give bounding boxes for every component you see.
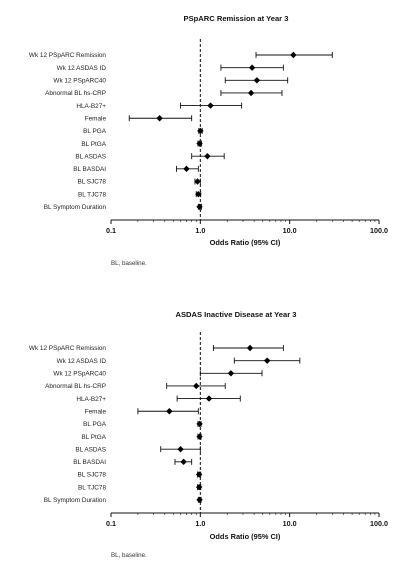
x-tick-label: 0.1 — [106, 226, 116, 235]
row-label: BL PGA — [83, 421, 107, 428]
row-label: BL PtGA — [81, 141, 106, 148]
odds-ratio-marker — [166, 408, 173, 415]
odds-ratio-marker — [197, 127, 204, 135]
row-label: BL BASDAI — [73, 459, 106, 466]
row-label: BL Symptom Duration — [44, 204, 107, 211]
row-label: Abnormal BL hs-CRP — [45, 383, 106, 390]
odds-ratio-marker — [247, 89, 255, 97]
odds-ratio-marker — [195, 483, 203, 491]
odds-ratio-marker — [205, 395, 213, 402]
x-tick-label: 0.1 — [106, 519, 116, 528]
row-label: BL ASDAS — [75, 153, 106, 160]
odds-ratio-marker — [196, 433, 203, 440]
odds-ratio-marker — [253, 77, 261, 84]
footnote: BL, baseline. — [111, 260, 147, 267]
odds-ratio-marker — [180, 458, 187, 466]
x-axis-label: Odds Ratio (95% CI) — [210, 238, 281, 247]
odds-ratio-marker — [196, 203, 203, 210]
odds-ratio-marker — [196, 496, 203, 503]
row-label: BL TJC78 — [78, 191, 107, 198]
odds-ratio-marker — [204, 153, 211, 160]
x-tick-label: 10.0 — [283, 519, 297, 528]
x-tick-label: 100.0 — [370, 226, 388, 235]
odds-ratio-marker — [183, 165, 190, 173]
row-label: BL PGA — [83, 128, 107, 135]
odds-ratio-marker — [227, 370, 235, 377]
x-tick-label: 1.0 — [195, 226, 205, 235]
odds-ratio-marker — [263, 357, 271, 364]
row-label: BL PtGA — [81, 434, 106, 441]
row-label: BL BASDAI — [73, 166, 106, 173]
row-label: Female — [85, 408, 107, 415]
row-label: HLA-B27+ — [76, 396, 106, 403]
row-label: BL TJC78 — [78, 484, 107, 491]
row-label: Abnormal BL hs-CRP — [45, 90, 106, 97]
chart-title: PSpARC Remission at Year 3 — [184, 14, 289, 23]
odds-ratio-marker — [193, 382, 200, 390]
odds-ratio-marker — [177, 446, 184, 453]
odds-ratio-marker — [207, 102, 214, 109]
odds-ratio-marker — [246, 344, 254, 352]
row-label: Wk 12 ASDAS ID — [57, 358, 107, 365]
row-label: BL Symptom Duration — [44, 497, 107, 504]
odds-ratio-marker — [195, 190, 202, 198]
x-axis-label: Odds Ratio (95% CI) — [210, 532, 281, 541]
odds-ratio-marker — [196, 140, 203, 147]
row-label: Wk 12 PSpARC40 — [53, 371, 106, 378]
odds-ratio-marker — [195, 471, 203, 478]
chart-title: ASDAS Inactive Disease at Year 3 — [175, 310, 296, 319]
row-label: HLA-B27+ — [76, 103, 106, 110]
row-label: BL SJC78 — [77, 472, 106, 479]
odds-ratio-marker — [248, 64, 256, 71]
row-label: Wk 12 PSpARC Remission — [29, 52, 107, 59]
row-label: Wk 12 PSpARC Remission — [29, 345, 107, 352]
row-label: BL SJC78 — [77, 179, 106, 186]
x-tick-label: 10.0 — [283, 226, 297, 235]
odds-ratio-marker — [290, 51, 297, 59]
x-tick-label: 100.0 — [370, 519, 388, 528]
row-label: Wk 12 ASDAS ID — [57, 65, 107, 72]
x-tick-label: 1.0 — [195, 519, 205, 528]
odds-ratio-marker — [194, 178, 201, 185]
forest-plot-pspar-remission: PSpARC Remission at Year 3 0.1 1.0 10.0 100.… — [29, 14, 388, 267]
odds-ratio-marker — [196, 420, 203, 428]
row-label: Female — [85, 115, 107, 122]
forest-plot-asdas-inactive-disease: ASDAS Inactive Disease at Year 3 0.1 1.0 10… — [29, 310, 388, 559]
row-label: BL ASDAS — [75, 446, 106, 453]
footnote: BL, baseline. — [111, 552, 147, 559]
odds-ratio-marker — [156, 115, 163, 122]
row-label: Wk 12 PSpARC40 — [53, 78, 106, 85]
